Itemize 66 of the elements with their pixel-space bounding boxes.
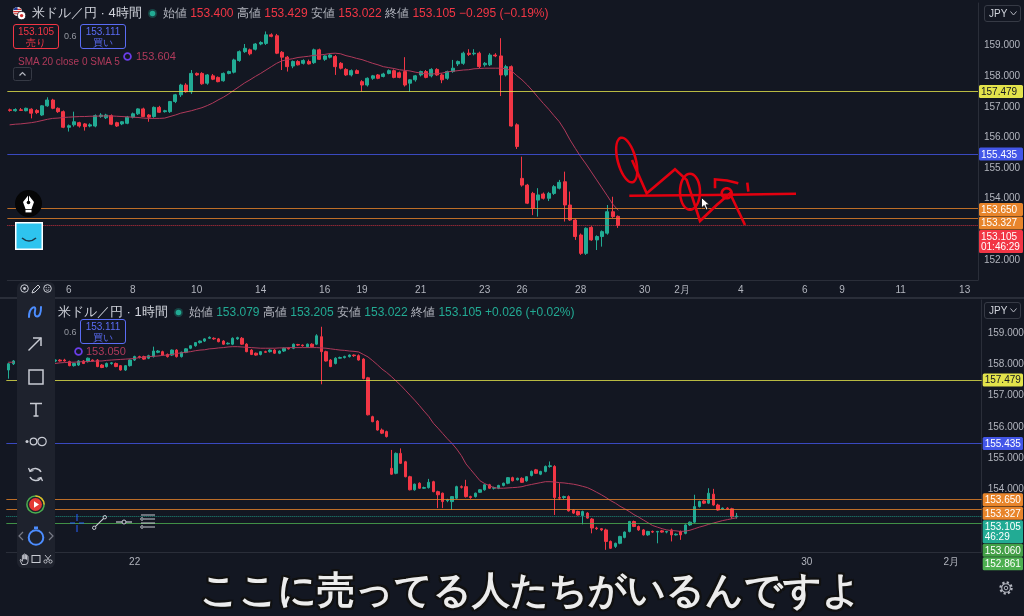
y-tick-label: 158.000: [984, 70, 1021, 82]
y-tick-label: 157.000: [984, 100, 1021, 112]
annotation: 買い: [93, 331, 113, 343]
x-tick-label: 23: [479, 283, 491, 295]
x-tick-label: 10: [191, 283, 203, 295]
y-tick-label: 156.000: [987, 420, 1024, 432]
x-tick-label: 21: [415, 283, 427, 295]
x-tick-label: 14: [255, 283, 267, 295]
buy-button: 153.111 買い: [80, 319, 126, 344]
annotation: 153.604: [136, 50, 176, 62]
chart-title: 米ドル／円 · 4時間: [32, 4, 142, 22]
x-tick-label: 22: [129, 555, 141, 567]
ref-line-label: 153.650: [984, 494, 1022, 506]
text: 始値 153.079 高値 153.205 安値 153.022 終値 153.105 +0.026 (+0.02%): [188, 304, 575, 319]
sell-button: 153.105 売り: [13, 24, 59, 49]
y-tick-label: 155.000: [984, 161, 1021, 173]
y-tick-label: 154.000: [984, 192, 1021, 204]
y-tick-label: 158.000: [987, 358, 1024, 370]
x-tick-label: 19: [356, 283, 368, 295]
x-tick-label: 26: [516, 283, 528, 295]
ref-line-label: 153.327: [981, 217, 1018, 229]
x-tick-label: 30: [801, 555, 813, 567]
y-tick-label: 156.000: [984, 131, 1021, 143]
y-tick-label: 159.000: [987, 327, 1024, 339]
x-tick-label: 2月: [674, 283, 690, 295]
y-tick-label: 159.000: [984, 39, 1021, 51]
ref-line-label: 155.435: [981, 148, 1018, 160]
x-tick-label: 28: [575, 283, 587, 295]
currency-dropdown: JPY: [984, 302, 1021, 319]
x-tick-label: 4: [737, 283, 744, 295]
ref-line-label: 157.479: [984, 374, 1022, 386]
y-tick-label: 155.000: [987, 451, 1024, 463]
x-tick-label: 16: [319, 283, 331, 295]
x-tick-label: 2月: [943, 555, 960, 567]
ref-line-label: 157.479: [981, 85, 1018, 97]
ref-line-label: 155.435: [984, 438, 1022, 450]
currency-dropdown: JPY: [984, 5, 1021, 22]
x-tick-label: 6: [801, 283, 808, 295]
annotation: 0.6: [64, 31, 77, 41]
x-tick-label: 13: [959, 283, 971, 295]
annotation: 153.111: [85, 25, 121, 37]
text: 153.060: [984, 544, 1022, 556]
y-tick-label: 154.000: [987, 482, 1024, 494]
x-tick-label: 8: [129, 283, 136, 295]
annotation: 153.105: [17, 25, 55, 37]
chart-title: 米ドル／円 · 1時間: [58, 303, 168, 321]
text: ここに売ってる人たちがいるんですよ: [200, 569, 861, 611]
ref-line-label: 153.327: [984, 507, 1022, 519]
text: 153.105 46:29: [984, 521, 1022, 543]
x-tick-label: 9: [839, 283, 846, 295]
y-tick-label: 152.000: [984, 253, 1021, 265]
x-tick-label: 11: [895, 283, 907, 295]
text: 153.105 01:46:29: [981, 230, 1021, 252]
y-tick-label: 157.000: [987, 389, 1024, 401]
text: SMA 20 close 0 SMA 5: [18, 55, 121, 67]
annotation: 売り: [26, 36, 46, 48]
text: 始値 153.400 高値 153.429 安値 153.022 終値 153.105 −0.295 (−0.19%): [162, 5, 549, 20]
x-tick-label: 6: [65, 283, 72, 295]
buy-button: 153.111 買い: [80, 24, 126, 49]
annotation: 0.6: [64, 327, 77, 337]
x-tick-label: 30: [639, 283, 651, 295]
annotation: 153.050: [86, 345, 126, 357]
text: 152.861: [984, 558, 1022, 570]
annotation: 153.111: [85, 320, 121, 332]
ref-line-label: 153.650: [981, 203, 1018, 215]
annotation: 買い: [93, 36, 113, 48]
